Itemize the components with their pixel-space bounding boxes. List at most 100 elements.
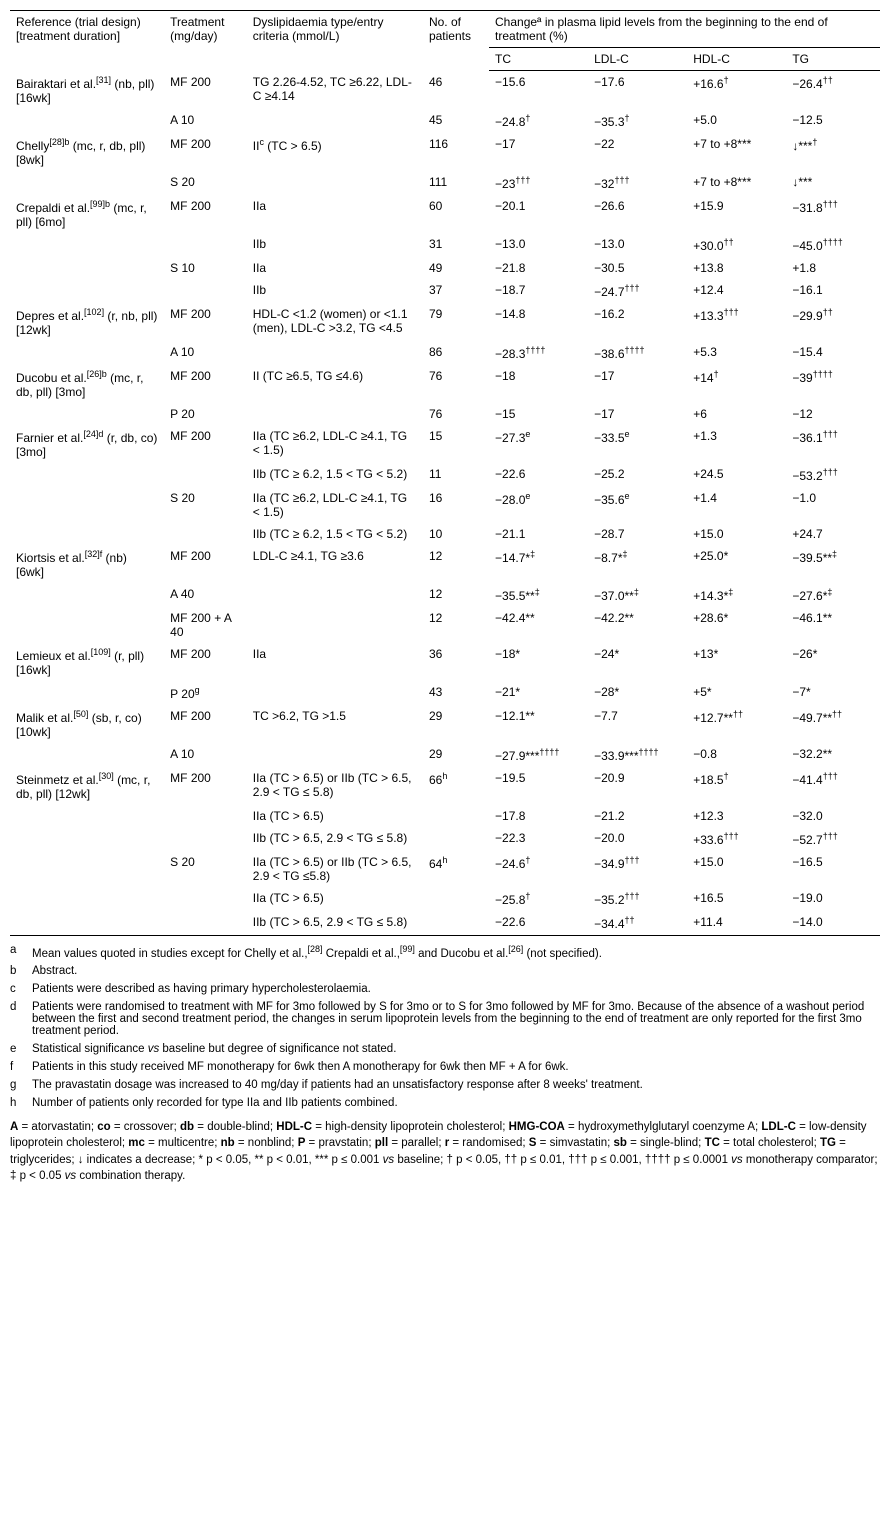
- cell-n: 31: [423, 233, 489, 257]
- cell-ref: Kiortsis et al.[32]f (nb) [6wk]: [10, 545, 164, 583]
- cell-ldl: −28*: [588, 681, 687, 705]
- footnote: cPatients were described as having prima…: [10, 983, 880, 995]
- cell-tc: −22.6: [489, 911, 588, 936]
- footnote-key: c: [10, 983, 32, 995]
- cell-tx: S 10: [164, 257, 247, 279]
- cell-hdl: +1.3: [687, 425, 786, 463]
- cell-ref: Lemieux et al.[109] (r, pll) [16wk]: [10, 643, 164, 681]
- cell-n: 12: [423, 607, 489, 643]
- cell-tg: −12.5: [786, 109, 880, 133]
- cell-n: 15: [423, 425, 489, 463]
- cell-ldl: −35.2†††: [588, 887, 687, 911]
- table-row: MF 200 + A 4012−42.4**−42.2**+28.6*−46.1…: [10, 607, 880, 643]
- cell-tc: −18.7: [489, 279, 588, 303]
- cell-ldl: −7.7: [588, 705, 687, 743]
- cell-tx: MF 200: [164, 303, 247, 341]
- cell-dys: IIa: [247, 195, 423, 233]
- cell-tg: −26*: [786, 643, 880, 681]
- cell-tx: A 10: [164, 109, 247, 133]
- cell-n: [423, 887, 489, 911]
- cell-ref: [10, 403, 164, 425]
- table-row: S 10IIa49−21.8−30.5+13.8+1.8: [10, 257, 880, 279]
- th-change: Changeª in plasma lipid levels from the …: [489, 11, 880, 48]
- cell-dys: [247, 171, 423, 195]
- table-row: Farnier et al.[24]d (r, db, co) [3mo]MF …: [10, 425, 880, 463]
- cell-tc: −21.8: [489, 257, 588, 279]
- cell-tx: A 10: [164, 341, 247, 365]
- cell-hdl: +5.0: [687, 109, 786, 133]
- cell-ldl: −35.3†: [588, 109, 687, 133]
- cell-hdl: +33.6†††: [687, 827, 786, 851]
- cell-tx: S 20: [164, 487, 247, 523]
- cell-dys: [247, 341, 423, 365]
- cell-ref: Ducobu et al.[26]b (mc, r, db, pll) [3mo…: [10, 365, 164, 403]
- cell-ref: Bairaktari et al.[31] (nb, pll) [16wk]: [10, 71, 164, 109]
- table-row: Ducobu et al.[26]b (mc, r, db, pll) [3mo…: [10, 365, 880, 403]
- cell-n: [423, 805, 489, 827]
- cell-tg: −53.2†††: [786, 463, 880, 487]
- table-row: Bairaktari et al.[31] (nb, pll) [16wk]MF…: [10, 71, 880, 109]
- cell-hdl: +1.4: [687, 487, 786, 523]
- cell-tc: −24.6†: [489, 851, 588, 887]
- cell-n: 36: [423, 643, 489, 681]
- cell-tc: −21.1: [489, 523, 588, 545]
- cell-dys: IIa (TC > 6.5) or IIb (TC > 6.5, 2.9 < T…: [247, 767, 423, 805]
- cell-ldl: −17: [588, 365, 687, 403]
- cell-dys: IIa (TC > 6.5): [247, 887, 423, 911]
- cell-n: 76: [423, 403, 489, 425]
- cell-dys: IIb (TC ≥ 6.2, 1.5 < TG < 5.2): [247, 463, 423, 487]
- th-tc: TC: [489, 48, 588, 71]
- cell-hdl: +13.8: [687, 257, 786, 279]
- cell-ldl: −16.2: [588, 303, 687, 341]
- cell-dys: IIa (TC > 6.5) or IIb (TC > 6.5, 2.9 < T…: [247, 851, 423, 887]
- cell-dys: [247, 109, 423, 133]
- table-row: Kiortsis et al.[32]f (nb) [6wk]MF 200LDL…: [10, 545, 880, 583]
- cell-tx: MF 200: [164, 545, 247, 583]
- footnote-text: Number of patients only recorded for typ…: [32, 1097, 880, 1109]
- cell-hdl: +5.3: [687, 341, 786, 365]
- table-row: A 1086−28.3††††−38.6††††+5.3−15.4: [10, 341, 880, 365]
- cell-hdl: +13*: [687, 643, 786, 681]
- cell-n: 76: [423, 365, 489, 403]
- cell-hdl: +16.5: [687, 887, 786, 911]
- cell-tg: −29.9††: [786, 303, 880, 341]
- table-row: IIb (TC > 6.5, 2.9 < TG ≤ 5.8)−22.3−20.0…: [10, 827, 880, 851]
- cell-ldl: −13.0: [588, 233, 687, 257]
- cell-dys: IIb (TC ≥ 6.2, 1.5 < TG < 5.2): [247, 523, 423, 545]
- cell-tx: [164, 805, 247, 827]
- cell-tc: −42.4**: [489, 607, 588, 643]
- cell-hdl: +12.7**††: [687, 705, 786, 743]
- cell-dys: TG 2.26-4.52, TC ≥6.22, LDL-C ≥4.14: [247, 71, 423, 109]
- cell-tg: −19.0: [786, 887, 880, 911]
- table-row: Malik et al.[50] (sb, r, co) [10wk]MF 20…: [10, 705, 880, 743]
- cell-dys: LDL-C ≥4.1, TG ≥3.6: [247, 545, 423, 583]
- cell-tx: MF 200 + A 40: [164, 607, 247, 643]
- cell-tg: −49.7**††: [786, 705, 880, 743]
- table-row: A 4012−35.5**‡−37.0**‡+14.3*‡−27.6*‡: [10, 583, 880, 607]
- cell-hdl: +15.0: [687, 851, 786, 887]
- cell-tx: MF 200: [164, 71, 247, 109]
- cell-tg: −16.1: [786, 279, 880, 303]
- footnotes: aMean values quoted in studies except fo…: [10, 944, 880, 1110]
- cell-n: 43: [423, 681, 489, 705]
- cell-tg: +1.8: [786, 257, 880, 279]
- cell-ref: [10, 743, 164, 767]
- cell-tx: [164, 233, 247, 257]
- cell-hdl: +7 to +8***: [687, 133, 786, 171]
- cell-hdl: +30.0††: [687, 233, 786, 257]
- table-row: IIb (TC ≥ 6.2, 1.5 < TG < 5.2)11−22.6−25…: [10, 463, 880, 487]
- cell-tc: −19.5: [489, 767, 588, 805]
- cell-tx: P 20g: [164, 681, 247, 705]
- cell-tg: −52.7†††: [786, 827, 880, 851]
- table-row: A 1045−24.8†−35.3†+5.0−12.5: [10, 109, 880, 133]
- th-patients: No. of patients: [423, 11, 489, 71]
- cell-ldl: −35.6e: [588, 487, 687, 523]
- cell-dys: IIa: [247, 643, 423, 681]
- cell-dys: [247, 681, 423, 705]
- cell-tx: [164, 911, 247, 936]
- cell-ref: [10, 607, 164, 643]
- cell-hdl: +16.6†: [687, 71, 786, 109]
- cell-tx: MF 200: [164, 195, 247, 233]
- cell-tx: MF 200: [164, 365, 247, 403]
- cell-tc: −17.8: [489, 805, 588, 827]
